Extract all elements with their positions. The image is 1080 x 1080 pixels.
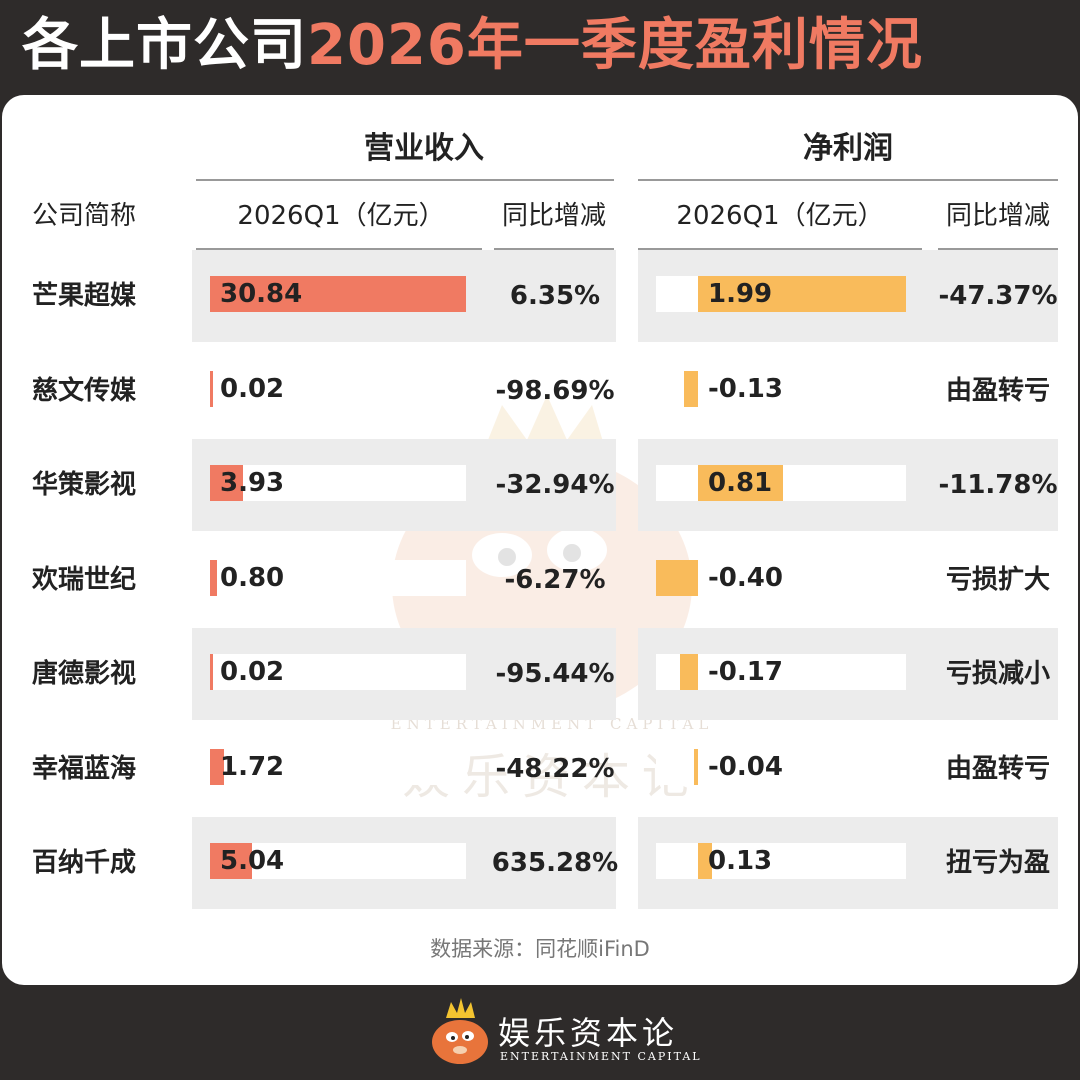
profit-value: -0.17 xyxy=(708,657,783,687)
title-part2: 2026年一季度盈利情况 xyxy=(307,13,923,78)
profit-bar-track: -0.17 xyxy=(656,654,906,690)
profit-bar-track: -0.40 xyxy=(656,559,906,596)
table-row: 欢瑞世纪 0.80 -6.27% -0.40 亏损扩大 xyxy=(2,534,1078,626)
revenue-change: 635.28% xyxy=(491,848,619,878)
profit-value-rule xyxy=(638,248,922,250)
profit-bar-track: -0.13 xyxy=(656,370,906,407)
profit-group-rule xyxy=(638,179,1058,181)
profit-bar xyxy=(698,276,906,312)
profit-value: -0.40 xyxy=(708,562,783,593)
page-title: 各上市公司2026年一季度盈利情况 xyxy=(22,8,923,84)
revenue-change: -32.94% xyxy=(495,470,615,500)
profit-change-rule xyxy=(938,248,1058,250)
company-name: 慈文传媒 xyxy=(32,375,137,406)
revenue-group-header: 营业收入 xyxy=(364,131,484,166)
revenue-bar xyxy=(210,465,243,501)
revenue-value: 3.93 xyxy=(220,468,285,498)
revenue-bar xyxy=(210,370,213,407)
revenue-bar-track: 5.04 xyxy=(210,843,466,879)
revenue-bar-track: 1.72 xyxy=(210,748,466,785)
revenue-bar-track: 30.84 xyxy=(210,276,466,312)
table-card: ENTERTAINMENT CAPITAL 娱乐资本论 营业收入 净利润 公司简… xyxy=(2,95,1078,985)
revenue-bar xyxy=(210,843,252,879)
revenue-value-rule xyxy=(196,248,482,250)
profit-bar xyxy=(656,559,698,596)
company-name: 芒果超媒 xyxy=(32,281,137,311)
profit-bar-track: -0.04 xyxy=(656,748,906,785)
revenue-bar-track: 0.02 xyxy=(210,654,466,690)
profit-bar xyxy=(698,843,712,879)
profit-value: -0.04 xyxy=(708,751,783,782)
data-source: 数据来源：同花顺iFinD xyxy=(430,937,650,961)
revenue-bar xyxy=(210,559,217,596)
revenue-bar xyxy=(210,654,213,690)
company-name: 百纳千成 xyxy=(32,848,137,878)
company-name: 欢瑞世纪 xyxy=(32,564,137,595)
company-name: 华策影视 xyxy=(32,470,137,500)
profit-group-header: 净利润 xyxy=(803,131,893,166)
revenue-change: 6.35% xyxy=(509,281,601,311)
revenue-bar-track: 0.80 xyxy=(210,559,466,596)
profit-bar xyxy=(680,654,698,690)
revenue-value: 5.04 xyxy=(220,846,285,876)
profit-value: 0.13 xyxy=(708,846,773,876)
revenue-value: 0.02 xyxy=(220,657,285,687)
revenue-value: 30.84 xyxy=(220,279,303,309)
profit-value: -0.13 xyxy=(708,373,783,404)
revenue-change: -6.27% xyxy=(504,564,606,595)
profit-bar-track: 0.13 xyxy=(656,843,906,879)
revenue-change-rule xyxy=(494,248,614,250)
profit-bar-track: 0.81 xyxy=(656,465,906,501)
profit-change: 扭亏为盈 xyxy=(945,848,1050,878)
profit-change: 亏损扩大 xyxy=(945,564,1050,595)
company-name: 幸福蓝海 xyxy=(32,753,137,784)
revenue-change-header: 同比增减 xyxy=(501,201,606,231)
revenue-value: 0.80 xyxy=(220,562,285,593)
revenue-bar-track: 3.93 xyxy=(210,465,466,501)
profit-value: 0.81 xyxy=(708,468,773,498)
profit-change: -11.78% xyxy=(938,470,1058,500)
profit-value: 1.99 xyxy=(708,279,773,309)
revenue-value-header: 2026Q1（亿元） xyxy=(237,201,445,231)
revenue-change: -48.22% xyxy=(495,753,615,784)
profit-value-header: 2026Q1（亿元） xyxy=(676,201,884,231)
table-row: 华策影视 3.93 -32.94% 0.81 -11.78% xyxy=(2,439,1078,531)
table-row: 慈文传媒 0.02 -98.69% -0.13 由盈转亏 xyxy=(2,345,1078,437)
profit-bar xyxy=(684,370,698,407)
company-column-header: 公司简称 xyxy=(32,201,137,231)
profit-change: 亏损减小 xyxy=(945,659,1050,689)
footer-brand-chinese: 娱乐资本论 xyxy=(498,1014,679,1052)
revenue-bar xyxy=(210,748,225,785)
table-row: 唐德影视 0.02 -95.44% -0.17 亏损减小 xyxy=(2,628,1078,720)
revenue-bar-track: 0.02 xyxy=(210,370,466,407)
revenue-change: -95.44% xyxy=(495,659,615,689)
profit-bar xyxy=(693,748,698,785)
profit-change: -47.37% xyxy=(938,281,1058,311)
profit-change: 由盈转亏 xyxy=(945,753,1050,784)
table-row: 芒果超媒 30.84 6.35% 1.99 -47.37% xyxy=(2,250,1078,342)
profit-change: 由盈转亏 xyxy=(945,375,1050,406)
cartoon-mascot-icon xyxy=(432,998,488,1064)
revenue-value: 1.72 xyxy=(220,751,285,782)
profit-change-header: 同比增减 xyxy=(945,201,1050,231)
title-part1: 各上市公司 xyxy=(22,13,307,78)
table-row: 幸福蓝海 1.72 -48.22% -0.04 由盈转亏 xyxy=(2,723,1078,815)
revenue-bar xyxy=(210,276,466,312)
profit-bar xyxy=(698,465,783,501)
revenue-change: -98.69% xyxy=(495,375,615,406)
revenue-group-rule xyxy=(196,179,614,181)
table-row: 百纳千成 5.04 635.28% 0.13 扭亏为盈 xyxy=(2,817,1078,909)
company-name: 唐德影视 xyxy=(32,659,137,689)
revenue-value: 0.02 xyxy=(220,373,285,404)
footer-brand-english: ENTERTAINMENT CAPITAL xyxy=(500,1050,702,1063)
profit-bar-track: 1.99 xyxy=(656,276,906,312)
